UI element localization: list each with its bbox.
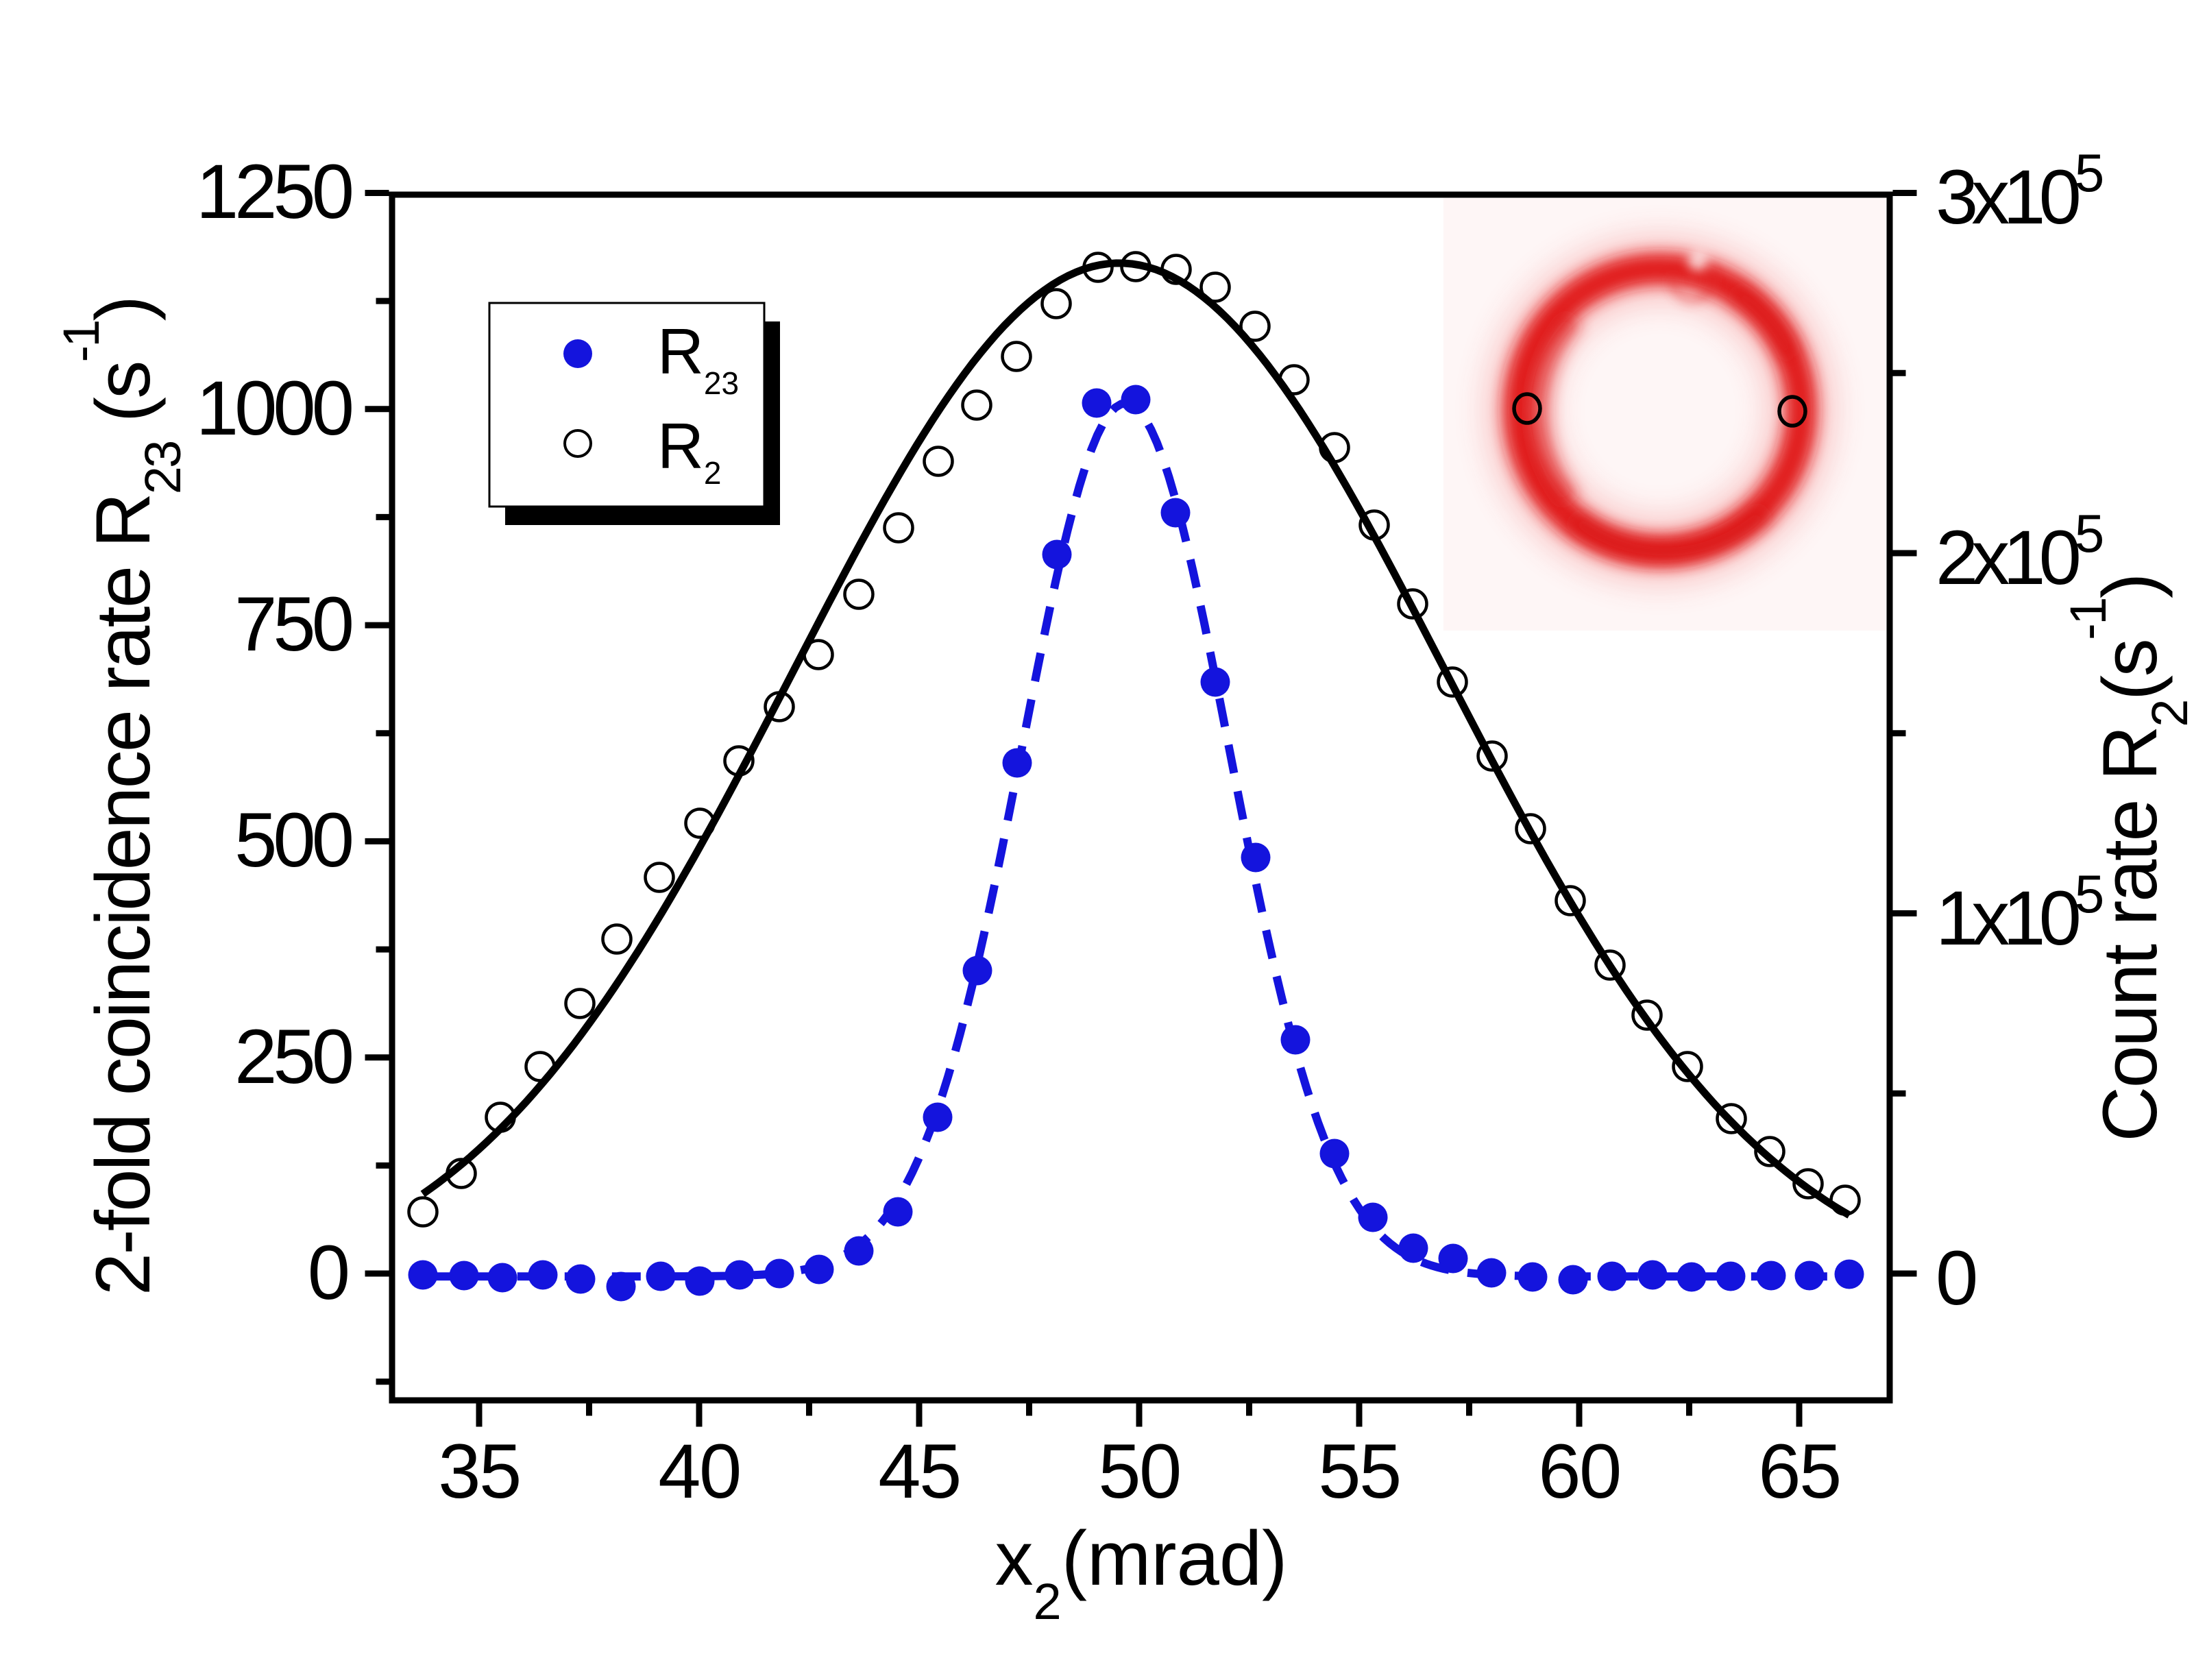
svg-text:60: 60 [1538,1428,1620,1514]
svg-text:65: 65 [1758,1428,1840,1514]
svg-text:1000: 1000 [196,365,352,451]
svg-text:1250: 1250 [196,149,352,234]
svg-text:55: 55 [1318,1428,1400,1514]
svg-text:750: 750 [234,581,352,667]
svg-text:0: 0 [1936,1235,1978,1321]
svg-text:0: 0 [308,1230,350,1315]
svg-text:500: 500 [234,797,352,883]
svg-text:40: 40 [658,1428,740,1514]
svg-text:45: 45 [878,1428,960,1514]
svg-text:250: 250 [234,1014,352,1099]
svg-text:50: 50 [1098,1428,1180,1514]
svg-text:35: 35 [438,1428,520,1514]
